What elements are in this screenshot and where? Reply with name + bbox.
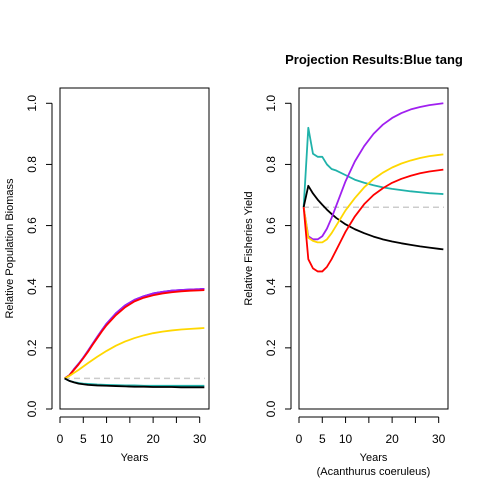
chart-2-series-5-line: [302, 168, 444, 273]
chart-1-y-tick-label: 0.0: [25, 400, 39, 417]
chart-2-series-3-line: [302, 102, 444, 241]
chart-2-series-1-line: [302, 126, 444, 208]
chart-2-y-tick-label: 1.0: [264, 95, 278, 112]
chart-2-x-tick-label: 5: [319, 432, 326, 446]
chart-1-series-6-line: [64, 377, 205, 389]
chart-2-x-tick-label: 30: [432, 432, 446, 446]
chart-1-y-axis-label: Relative Population Biomass: [4, 178, 16, 319]
chart-1-x-tick-label: 30: [193, 432, 207, 446]
chart-1-x-tick-label: 10: [100, 432, 114, 446]
chart-2-plot-frame: [298, 87, 449, 410]
chart-2-x-axis-sublabel: (Acanthurus coeruleus): [317, 466, 431, 478]
yield-panel: 0 5 10 20 30 0.0 0.2 0.4 0.6 0.8 1.0 Years (Acanthur…: [243, 87, 449, 478]
chart-2-x-tick-label: 0: [296, 432, 303, 446]
chart-2-x-tick-label: 10: [339, 432, 353, 446]
chart-1-y-tick-label: 1.0: [25, 95, 39, 112]
chart-1-y-tick-label: 0.6: [25, 217, 39, 234]
chart-2-y-tick-label: 0.2: [264, 339, 278, 356]
biomass-panel: 0 5 10 20 30 0.0 0.2 0.4 0.6 0.8 1.0 Years Relative …: [4, 87, 210, 464]
chart-2-x-axis-label: Years: [360, 452, 388, 464]
chart-2-y-tick-label: 0.4: [264, 278, 278, 295]
chart-1-x-tick-label: 0: [57, 432, 64, 446]
chart-1-plot-frame: [59, 87, 210, 410]
chart-2-y-tick-label: 0.6: [264, 217, 278, 234]
chart-1-y-tick-label: 0.2: [25, 339, 39, 356]
chart-1-x-tick-label: 5: [80, 432, 87, 446]
chart-1-series-3-line: [64, 289, 205, 380]
page-title: Projection Results:Blue tang: [285, 52, 463, 67]
chart-1-y-tick-label: 0.4: [25, 278, 39, 295]
chart-1-y-tick-label: 0.8: [25, 156, 39, 173]
chart-2-y-axis-label: Relative Fisheries Yield: [243, 191, 255, 305]
chart-2-y-tick-label: 0.8: [264, 156, 278, 173]
chart-2-y-tick-label: 0.0: [264, 400, 278, 417]
chart-1-x-axis-label: Years: [121, 452, 149, 464]
chart-1-x-tick-label: 20: [146, 432, 160, 446]
chart-2-series-4-line: [302, 153, 444, 244]
chart-1-series-4-line: [64, 327, 205, 380]
chart-2-x-tick-label: 20: [385, 432, 399, 446]
chart-2-series-2-line: [302, 184, 444, 251]
